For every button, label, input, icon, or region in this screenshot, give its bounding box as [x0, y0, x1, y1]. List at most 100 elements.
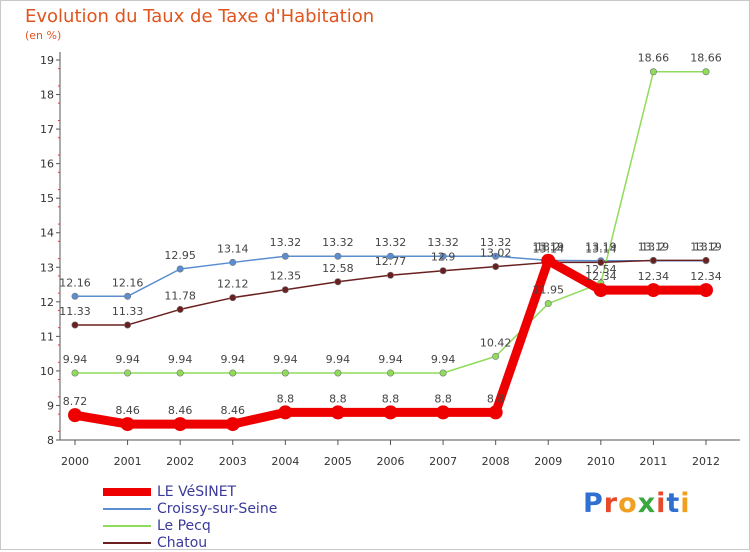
data-point-chatou: [492, 263, 500, 271]
data-label-le-pecq: 9.94: [326, 353, 351, 366]
y-tick-label: 17: [40, 123, 54, 136]
data-point-le-vesinet: [593, 283, 608, 298]
axes: 8 9 10 11 12 13 14 15 16 17 18 19 2000 2001 2002 2003 20…: [40, 52, 740, 468]
data-label-croissy-sur-seine: 13.19: [638, 241, 670, 254]
data-point-le-vesinet: [541, 253, 556, 268]
data-point-chatou: [439, 267, 447, 275]
data-point-le-vesinet: [436, 405, 451, 420]
series-layer: [68, 68, 713, 432]
data-label-croissy-sur-seine: 12.95: [164, 249, 196, 262]
data-label-le-vesinet: 12.34: [638, 270, 670, 283]
data-point-chatou: [124, 321, 132, 329]
x-tick-label: 2006: [377, 455, 405, 468]
data-point-chatou: [649, 256, 657, 264]
legend-label: Croissy-sur-Seine: [157, 501, 278, 517]
data-label-croissy-sur-seine: 12.16: [59, 276, 91, 289]
x-tick-label: 2002: [166, 455, 194, 468]
data-point-croissy-sur-seine: [71, 292, 79, 300]
data-point-croissy-sur-seine: [229, 258, 237, 266]
data-point-le-vesinet: [68, 408, 82, 423]
data-label-le-pecq: 9.94: [115, 353, 140, 366]
chart-subtitle: (en %): [25, 29, 62, 42]
data-label-le-pecq: 10.42: [480, 336, 512, 349]
y-tick-label: 12: [40, 296, 54, 309]
data-label-croissy-sur-seine: 13.19: [690, 241, 722, 254]
data-label-chatou: 11.33: [112, 305, 144, 318]
data-label-le-vesinet: 12.34: [690, 270, 722, 283]
x-tick-label: 2001: [114, 455, 142, 468]
logo-letter: i: [656, 488, 667, 519]
series-line-le-pecq: [75, 70, 706, 374]
data-label-croissy-sur-seine: 12.16: [112, 276, 144, 289]
data-label-le-vesinet: 8.46: [168, 404, 193, 417]
data-label-le-pecq: 18.66: [638, 52, 670, 65]
data-point-le-pecq: [334, 369, 342, 377]
logo-letter: r: [603, 488, 619, 519]
data-label-croissy-sur-seine: 13.32: [427, 236, 459, 249]
data-point-le-pecq: [124, 369, 132, 377]
data-label-croissy-sur-seine: 13.32: [480, 236, 512, 249]
y-tick-label: 19: [40, 54, 54, 67]
data-label-le-vesinet: 8.72: [63, 395, 88, 408]
data-label-le-pecq: 9.94: [221, 353, 246, 366]
y-tick-label: 16: [40, 158, 54, 171]
data-point-le-vesinet: [646, 283, 661, 298]
data-label-croissy-sur-seine: 13.2: [536, 240, 561, 253]
data-point-le-pecq: [439, 369, 447, 377]
chart-title: Evolution du Taux de Taxe d'Habitation: [25, 6, 375, 27]
data-point-le-pecq: [386, 369, 394, 377]
data-point-croissy-sur-seine: [176, 265, 184, 273]
data-point-le-pecq: [544, 300, 552, 308]
data-label-le-vesinet: 8.46: [221, 404, 246, 417]
data-label-chatou: 13.14: [533, 242, 565, 255]
data-point-croissy-sur-seine: [334, 252, 342, 260]
legend-label: Chatou: [157, 535, 208, 551]
data-label-le-vesinet: 8.46: [115, 404, 140, 417]
y-tick-label: 10: [40, 365, 54, 378]
data-label-le-pecq: 9.94: [431, 353, 456, 366]
data-label-le-vesinet: 12.34: [585, 270, 617, 283]
data-label-le-pecq: 9.94: [63, 353, 88, 366]
data-label-croissy-sur-seine: 13.14: [217, 242, 249, 255]
data-label-chatou: 13.14: [585, 242, 617, 255]
data-label-chatou: 13.02: [480, 247, 512, 260]
data-label-le-pecq: 11.95: [533, 284, 565, 297]
data-point-croissy-sur-seine: [439, 252, 447, 260]
data-point-croissy-sur-seine: [492, 252, 500, 260]
data-label-le-vesinet: 8.8: [487, 392, 505, 405]
data-point-chatou: [176, 305, 184, 313]
x-tick-label: 2011: [639, 455, 667, 468]
data-point-chatou: [71, 321, 79, 329]
data-label-croissy-sur-seine: 13.32: [270, 236, 302, 249]
data-point-le-vesinet: [699, 283, 713, 298]
x-tick-label: 2012: [692, 455, 720, 468]
x-tick-label: 2009: [534, 455, 562, 468]
data-label-le-vesinet: 8.8: [382, 392, 400, 405]
legend-swatch: [103, 542, 151, 544]
data-label-chatou: 11.78: [164, 289, 196, 302]
x-tick-label: 2005: [324, 455, 352, 468]
data-point-chatou: [334, 278, 342, 286]
y-tick-label: 11: [40, 330, 54, 343]
data-point-le-vesinet: [173, 417, 188, 432]
legend-label: Le Pecq: [157, 518, 211, 534]
data-label-le-pecq: 18.66: [690, 52, 722, 65]
y-tick-label: 9: [47, 399, 54, 412]
data-label-le-pecq: 9.94: [378, 353, 403, 366]
data-labels-layer: 8.72 8.46 8.46 8.46 8.8 8.8 8.8 8.8 8.8 13.19 12.3…: [59, 52, 722, 417]
data-point-le-vesinet: [330, 405, 345, 420]
data-label-le-pecq: 12.54: [585, 263, 617, 276]
data-label-croissy-sur-seine: 13.32: [322, 236, 354, 249]
logo-letter: t: [666, 488, 681, 519]
data-point-chatou: [386, 271, 394, 279]
legend-swatch: [103, 525, 151, 527]
data-point-chatou: [597, 258, 605, 266]
data-label-le-vesinet: 8.8: [329, 392, 347, 405]
data-point-chatou: [229, 294, 237, 302]
data-point-chatou: [281, 286, 289, 294]
x-tick-label: 2004: [271, 455, 299, 468]
data-label-croissy-sur-seine: 13.19: [585, 241, 617, 254]
data-point-le-pecq: [281, 369, 289, 377]
data-point-le-pecq: [702, 68, 710, 76]
data-point-le-vesinet: [383, 405, 398, 420]
